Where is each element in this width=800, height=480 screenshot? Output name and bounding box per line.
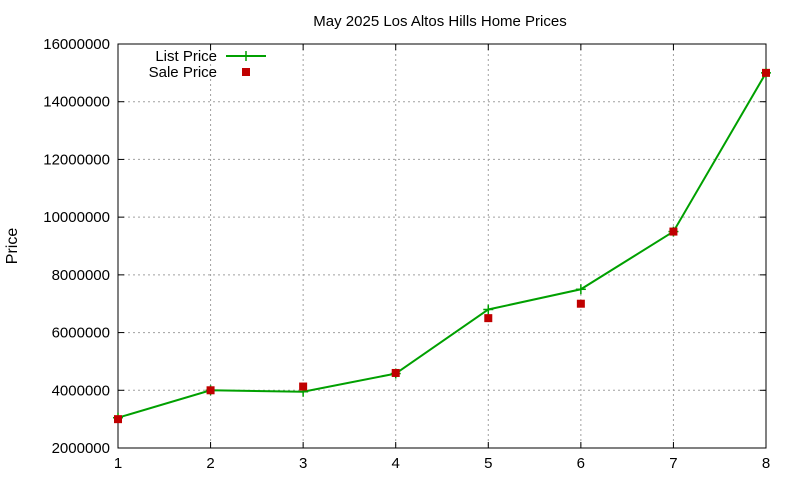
sale-price-point [576,299,585,308]
y-tick-label: 2000000 [52,440,110,457]
sale-price-point [484,314,493,323]
sale-price-point [762,68,770,77]
y-tick-label: 14000000 [43,94,110,111]
series [113,67,771,424]
chart-title: May 2025 Los Altos Hills Home Prices [313,13,566,30]
grid [118,44,766,448]
list-price-point [241,51,251,61]
sale-price-point [114,415,122,424]
x-tick-label: 1 [114,455,122,472]
x-tick-label: 5 [484,455,492,472]
x-axis-ticks: 1 2 3 4 5 6 7 8 [114,44,770,472]
list-price-point [483,304,494,315]
x-tick-label: 7 [669,455,677,472]
legend-label: List Price [155,48,217,65]
sale-price-point [206,386,215,395]
x-tick-label: 4 [392,455,400,472]
sale-price-point [669,227,678,236]
series-list-price [113,67,771,423]
y-axis-label: Price [4,228,21,265]
sale-price-point [299,382,308,391]
y-tick-label: 16000000 [43,36,110,53]
y-tick-label: 12000000 [43,151,110,168]
list-price-line [117,72,767,419]
list-price-point [575,284,586,295]
legend-label: Sale Price [149,64,217,81]
y-tick-label: 10000000 [43,209,110,226]
legend-entry: List Price [155,48,266,65]
x-tick-label: 6 [577,455,585,472]
plot-frame [117,43,767,449]
y-tick-label: 6000000 [52,325,110,342]
x-tick-label: 8 [762,455,770,472]
sale-price-point [391,368,400,377]
legend-entry: Sale Price [149,64,250,81]
y-axis-ticks: 2000000 4000000 6000000 8000000 10000000 1200… [43,36,766,457]
y-tick-label: 8000000 [52,267,110,284]
y-tick-label: 4000000 [52,382,110,399]
x-tick-label: 2 [206,455,214,472]
x-tick-label: 3 [299,455,307,472]
sale-price-point [242,68,250,76]
series-sale-price [114,68,770,424]
